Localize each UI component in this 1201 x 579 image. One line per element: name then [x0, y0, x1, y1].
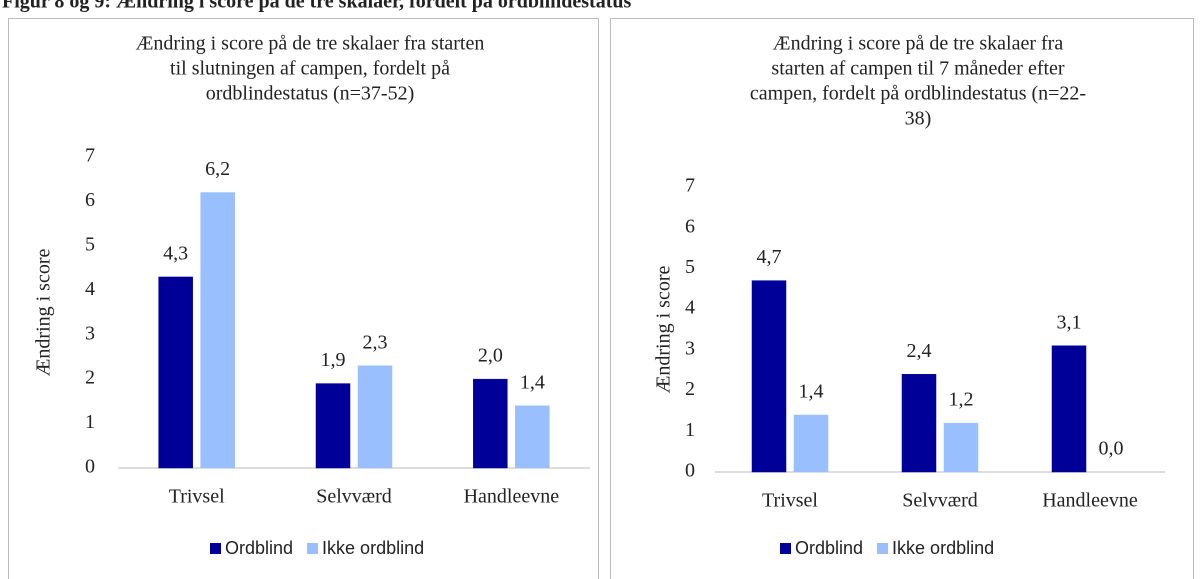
bar [793, 414, 829, 473]
bar [357, 365, 393, 469]
legend-swatch [877, 543, 889, 554]
data-label: 6,2 [205, 158, 230, 180]
data-label: 1,9 [321, 349, 346, 371]
legend-swatch [210, 543, 221, 554]
chart-title: Ændring i score på de tre skalaer fra [773, 33, 1064, 55]
bar [515, 405, 550, 469]
chart-frame [8, 18, 599, 579]
bar [158, 276, 193, 469]
y-tick-label: 7 [685, 175, 695, 197]
data-label: 4,3 [163, 243, 188, 265]
y-tick-label: 0 [685, 460, 695, 482]
y-tick-label: 4 [85, 278, 95, 300]
y-tick-label: 4 [685, 297, 695, 319]
chart-title: campen, fordelt på ordblindestatus (n=22… [750, 83, 1086, 105]
x-tick-label: Selvværd [316, 486, 392, 508]
chart-title: ordblindestatus (n=37-52) [206, 83, 414, 105]
bar [200, 192, 235, 469]
legend-label: Ikke ordblind [892, 538, 994, 558]
x-tick-label: Selvværd [902, 490, 978, 512]
data-label: 1,4 [799, 381, 824, 403]
data-label: 1,4 [520, 371, 545, 393]
y-tick-label: 3 [85, 322, 95, 344]
chart-title: 38) [905, 108, 932, 130]
legend-swatch [780, 543, 791, 554]
legend-label: Ikke ordblind [322, 538, 424, 558]
bar [943, 422, 979, 473]
y-tick-label: 0 [85, 456, 95, 478]
x-tick-label: Trivsel [169, 486, 225, 508]
y-tick-label: 1 [685, 419, 695, 441]
data-label: 3,1 [1057, 311, 1082, 333]
heading: Figur 8 og 9: Ændring i score på de tre … [2, 0, 632, 13]
chart-title: Ændring i score på de tre skalaer fra st… [136, 33, 485, 55]
bar [901, 374, 937, 473]
y-axis-label: Ændring i score [33, 249, 55, 377]
bar [751, 280, 787, 473]
data-label: 2,3 [363, 331, 388, 353]
y-tick-label: 5 [685, 256, 695, 278]
legend-label: Ordblind [225, 538, 293, 558]
y-tick-label: 2 [685, 378, 695, 400]
y-tick-label: 6 [85, 189, 95, 211]
data-label: 4,7 [757, 246, 782, 268]
chart-frame [610, 18, 1194, 579]
chart-title: til slutningen af campen, fordelt på [170, 58, 450, 80]
data-label: 2,0 [478, 345, 503, 367]
legend-swatch [307, 543, 319, 554]
bar [1051, 345, 1087, 473]
x-tick-label: Trivsel [762, 490, 818, 512]
y-tick-label: 5 [85, 233, 95, 255]
y-tick-label: 2 [85, 367, 95, 389]
bar [473, 378, 508, 469]
data-label: 0,0 [1099, 438, 1124, 460]
y-tick-label: 6 [685, 215, 695, 237]
y-tick-label: 1 [85, 411, 95, 433]
x-tick-label: Handleevne [464, 486, 560, 508]
y-axis-label: Ændring i score [653, 266, 675, 394]
bar [315, 383, 351, 469]
legend-label: Ordblind [795, 538, 863, 558]
chart-title: starten af campen til 7 måneder efter [771, 58, 1065, 80]
y-tick-label: 7 [85, 145, 95, 167]
data-label: 1,2 [949, 389, 974, 411]
x-tick-label: Handleevne [1042, 490, 1138, 512]
data-label: 2,4 [907, 340, 932, 362]
y-tick-label: 3 [685, 337, 695, 359]
